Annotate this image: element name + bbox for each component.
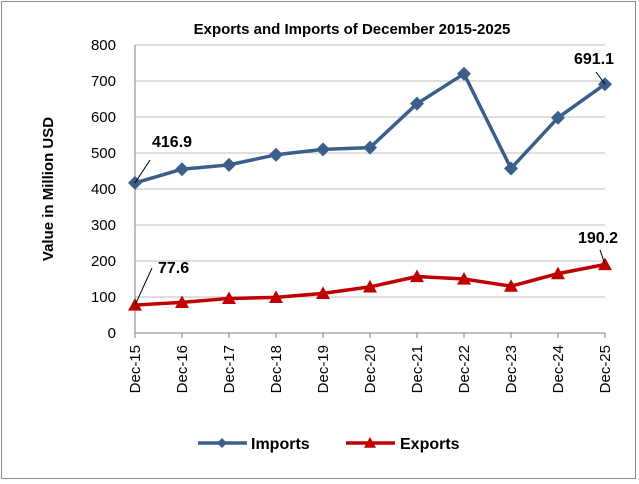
data-point-exports bbox=[316, 286, 330, 299]
data-point-exports bbox=[222, 291, 236, 305]
data-point-imports bbox=[551, 110, 565, 125]
data-point-imports bbox=[457, 66, 471, 81]
data-point-imports bbox=[363, 140, 377, 155]
y-tick-label: 0 bbox=[108, 325, 116, 342]
x-tick-label: Dec-24 bbox=[550, 345, 567, 393]
gridlines bbox=[135, 44, 605, 298]
y-tick-label: 600 bbox=[91, 109, 116, 126]
legend-marker-imports bbox=[217, 438, 227, 448]
data-point-imports bbox=[222, 157, 236, 172]
leader-line bbox=[134, 267, 153, 306]
data-point-exports bbox=[410, 269, 424, 283]
x-tick-label: Dec-23 bbox=[503, 345, 520, 393]
chart-title: Exports and Imports of December 2015-202… bbox=[194, 21, 511, 38]
x-tick-label: Dec-17 bbox=[221, 345, 238, 393]
x-tick-label: Dec-22 bbox=[456, 345, 473, 393]
axes: 0 100 200 300 400 500 600 700 800 Dec-15 Dec-16 Dec… bbox=[91, 37, 614, 393]
x-tick-label: Dec-21 bbox=[409, 345, 426, 393]
data-point-imports bbox=[175, 162, 189, 177]
leader-line bbox=[134, 159, 151, 184]
y-tick-label: 200 bbox=[91, 253, 116, 270]
data-labels: 416.9 691.1 77.6 190.2 bbox=[134, 51, 618, 306]
x-tick-label: Dec-18 bbox=[268, 345, 285, 393]
data-label: 190.2 bbox=[578, 230, 618, 247]
data-label: 416.9 bbox=[152, 134, 192, 151]
x-tick-label: Dec-15 bbox=[127, 345, 144, 393]
data-point-imports bbox=[410, 96, 424, 111]
x-tick-label: Dec-16 bbox=[174, 345, 191, 393]
leader-line bbox=[599, 249, 606, 265]
data-point-imports bbox=[316, 142, 330, 157]
data-point-exports bbox=[504, 279, 518, 292]
x-tick-label: Dec-25 bbox=[597, 345, 614, 393]
y-tick-label: 700 bbox=[91, 73, 116, 90]
series-line-imports bbox=[134, 72, 607, 185]
data-label: 691.1 bbox=[574, 51, 614, 68]
data-point-exports bbox=[175, 295, 189, 308]
y-tick-label: 400 bbox=[91, 181, 116, 198]
data-point-imports bbox=[504, 161, 518, 176]
data-point-exports bbox=[363, 279, 377, 293]
y-tick-label: 100 bbox=[91, 289, 116, 306]
data-point-exports bbox=[269, 290, 283, 303]
data-point-imports bbox=[269, 147, 283, 162]
x-tick-label: Dec-19 bbox=[315, 345, 332, 393]
legend-label-exports: Exports bbox=[400, 436, 460, 453]
data-point-exports bbox=[551, 266, 565, 280]
legend: Imports Exports bbox=[198, 436, 460, 453]
x-tick-label: Dec-20 bbox=[362, 345, 379, 393]
legend-label-imports: Imports bbox=[251, 436, 310, 453]
leader-line bbox=[595, 71, 606, 85]
data-label: 77.6 bbox=[158, 260, 189, 277]
y-tick-label: 500 bbox=[91, 145, 116, 162]
y-tick-label: 800 bbox=[91, 37, 116, 54]
y-axis-label: Value in Million USD bbox=[40, 117, 57, 261]
y-tick-label: 300 bbox=[91, 217, 116, 234]
data-point-exports bbox=[457, 272, 471, 285]
legend-marker-exports bbox=[364, 437, 376, 448]
